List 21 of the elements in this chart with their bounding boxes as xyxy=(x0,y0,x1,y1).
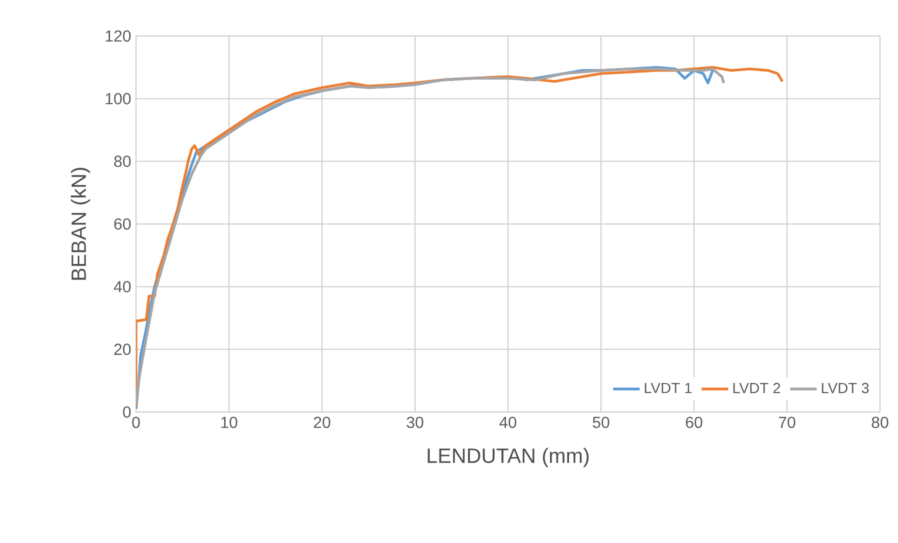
legend-label: LVDT 1 xyxy=(644,382,692,394)
y-tick-label: 80 xyxy=(114,156,131,167)
y-tick-label: 40 xyxy=(114,281,131,292)
x-axis-title: LENDUTAN (mm) xyxy=(428,448,589,468)
y-tick-label: 120 xyxy=(106,30,131,42)
x-tick-label: 40 xyxy=(499,416,516,428)
y-tick-label: 20 xyxy=(114,344,131,355)
x-tick-label: 20 xyxy=(314,416,330,428)
y-tick-label: 0 xyxy=(123,406,131,418)
x-tick-label: 0 xyxy=(132,416,140,428)
x-tick-label: 50 xyxy=(592,416,610,428)
x-tick-label: 60 xyxy=(686,416,702,428)
x-tick-label: 10 xyxy=(221,416,238,428)
y-tick-label: 60 xyxy=(114,218,131,230)
y-axis-title: BEBAN (kN) xyxy=(70,168,90,280)
x-tick-label: 70 xyxy=(778,416,796,428)
legend-label: LVDT 3 xyxy=(822,382,869,394)
y-tick-label: 100 xyxy=(106,93,131,104)
legend-label: LVDT 2 xyxy=(733,382,780,394)
x-tick-label: 30 xyxy=(406,416,424,428)
x-tick-label: 80 xyxy=(872,416,888,428)
